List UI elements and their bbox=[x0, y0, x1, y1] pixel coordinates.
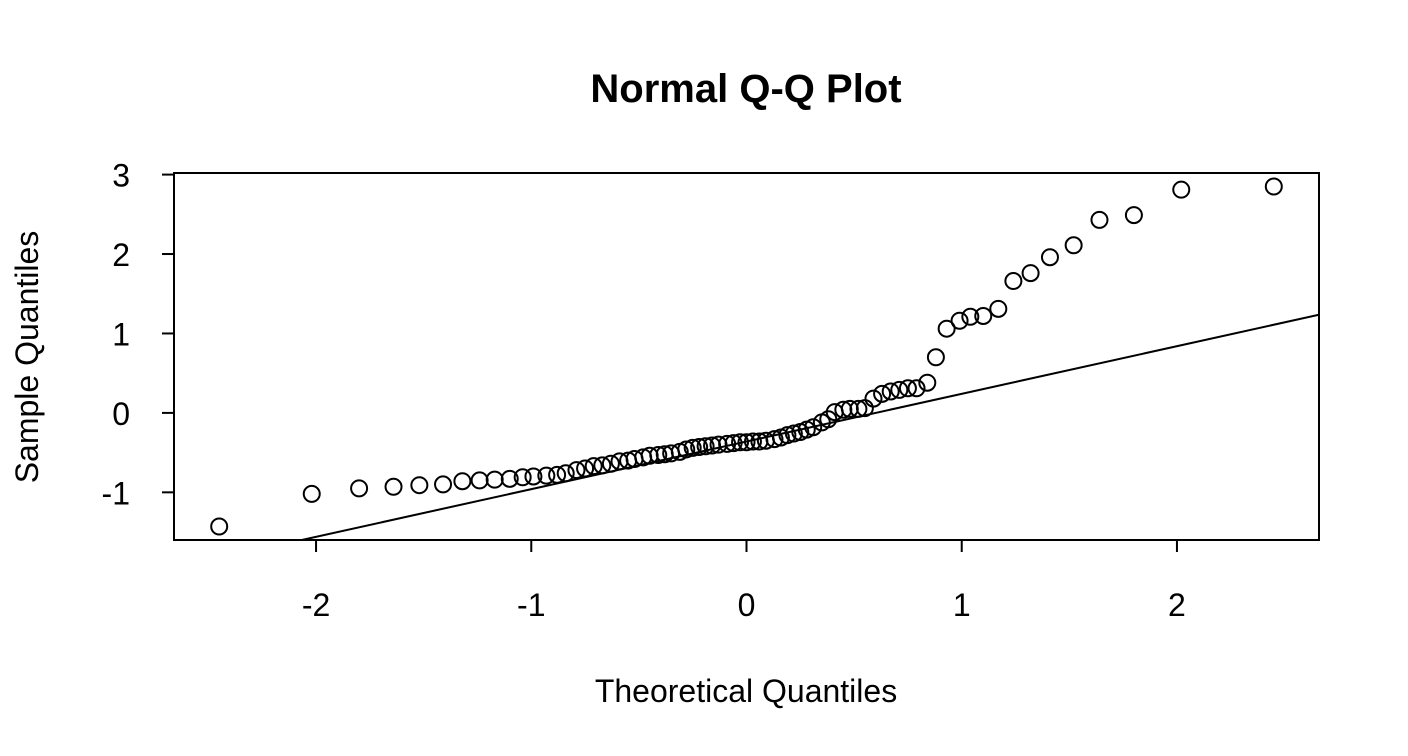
data-point bbox=[765, 430, 784, 449]
data-point bbox=[804, 418, 823, 437]
data-point bbox=[1040, 248, 1059, 267]
data-point bbox=[873, 384, 892, 403]
data-point bbox=[434, 475, 453, 494]
data-point bbox=[974, 306, 993, 325]
x-tick-label: -2 bbox=[302, 587, 330, 623]
data-point bbox=[350, 479, 369, 498]
data-point bbox=[926, 348, 945, 367]
data-point bbox=[548, 465, 567, 484]
x-tick-label: -1 bbox=[517, 587, 545, 623]
data-point bbox=[1004, 272, 1023, 291]
y-tick-label: 3 bbox=[112, 158, 130, 194]
data-point bbox=[864, 389, 883, 408]
y-tick-label: 0 bbox=[112, 396, 130, 432]
data-point bbox=[743, 432, 762, 451]
x-axis: -2 -1 0 1 2 bbox=[302, 540, 1186, 623]
data-point bbox=[737, 433, 756, 452]
data-point bbox=[778, 426, 797, 445]
y-tick-label: 1 bbox=[112, 316, 130, 352]
y-tick-label: -1 bbox=[102, 475, 130, 511]
data-point bbox=[384, 477, 403, 496]
data-point bbox=[937, 319, 956, 338]
y-axis: -1 0 1 2 3 bbox=[102, 158, 174, 511]
data-point bbox=[907, 379, 926, 398]
data-point bbox=[210, 517, 229, 536]
data-point bbox=[1172, 180, 1191, 199]
data-point bbox=[302, 484, 321, 503]
data-point bbox=[898, 379, 917, 398]
data-point bbox=[961, 307, 980, 326]
data-point bbox=[731, 433, 750, 452]
data-point bbox=[849, 399, 868, 418]
chart-title: Normal Q-Q Plot bbox=[590, 67, 901, 111]
data-point bbox=[677, 440, 696, 459]
data-point bbox=[1124, 206, 1143, 225]
plot-frame bbox=[173, 172, 1320, 541]
data-point bbox=[500, 469, 519, 488]
data-point bbox=[513, 468, 532, 487]
x-tick-label: 0 bbox=[738, 587, 756, 623]
data-point bbox=[567, 461, 586, 480]
data-point bbox=[649, 446, 668, 465]
data-point bbox=[1021, 264, 1040, 283]
data-point bbox=[1090, 210, 1109, 229]
data-point bbox=[724, 434, 743, 453]
data-point bbox=[784, 424, 803, 443]
data-point bbox=[683, 438, 702, 457]
data-point bbox=[524, 467, 543, 486]
data-point bbox=[989, 299, 1008, 318]
x-tick-label: 2 bbox=[1168, 587, 1186, 623]
data-point bbox=[470, 471, 489, 490]
data-point bbox=[485, 470, 504, 489]
data-point bbox=[918, 373, 937, 392]
data-point bbox=[537, 466, 556, 485]
data-point bbox=[890, 380, 909, 399]
data-point bbox=[696, 437, 715, 456]
y-tick-label: 2 bbox=[112, 237, 130, 273]
data-point bbox=[1264, 177, 1283, 196]
y-axis-label: Sample Quantiles bbox=[9, 231, 45, 484]
data-point bbox=[601, 454, 620, 473]
data-point bbox=[593, 456, 612, 475]
reference-line bbox=[297, 313, 1319, 540]
data-point bbox=[690, 438, 709, 457]
data-point bbox=[584, 457, 603, 476]
data-point bbox=[453, 472, 472, 491]
data-point bbox=[556, 464, 575, 483]
x-axis-label: Theoretical Quantiles bbox=[595, 673, 897, 709]
data-point bbox=[576, 459, 595, 478]
data-point bbox=[950, 311, 969, 330]
data-points bbox=[210, 177, 1283, 536]
data-point bbox=[1064, 236, 1083, 255]
x-tick-label: 1 bbox=[953, 587, 971, 623]
data-point bbox=[410, 476, 429, 495]
data-point bbox=[881, 382, 900, 401]
data-point bbox=[718, 434, 737, 453]
